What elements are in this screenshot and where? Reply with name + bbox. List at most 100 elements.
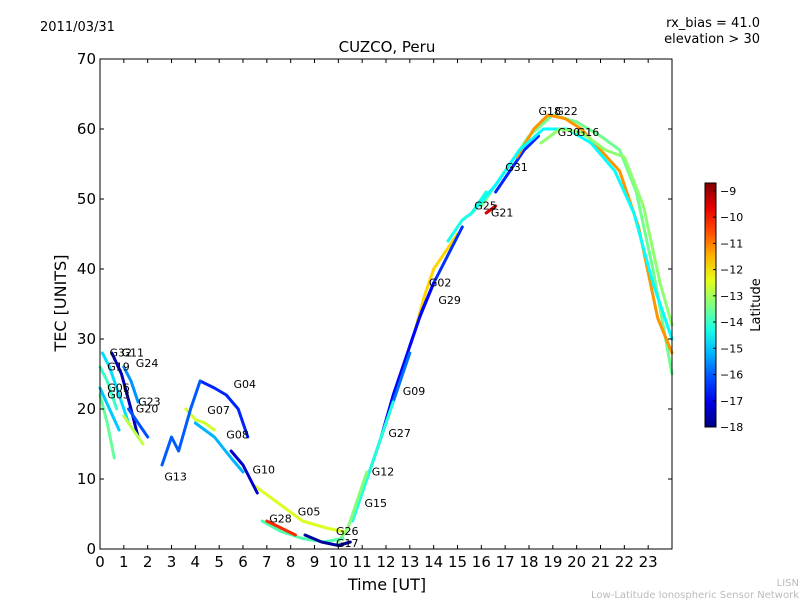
x-tick-label: 6 — [238, 553, 248, 571]
colorbar-tick-label: −13 — [720, 290, 743, 303]
y-tick-label: 40 — [77, 260, 96, 278]
series-line-g13 — [160, 379, 202, 467]
series-label-g08: G08 — [226, 428, 249, 441]
x-tick-label: 4 — [191, 553, 201, 571]
series-label-g12: G12 — [372, 466, 395, 479]
footer-lisn: LISN — [777, 578, 799, 589]
series-line-g04 — [198, 379, 250, 439]
x-tick-label: 2 — [143, 553, 153, 571]
series-label-g23: G23 — [138, 396, 161, 409]
series-label-g28: G28 — [269, 512, 292, 525]
y-tick-label: 60 — [77, 120, 96, 138]
series-label-g10: G10 — [253, 463, 276, 476]
series-line-g28 — [265, 519, 297, 537]
series-label-g19: G19 — [107, 361, 130, 374]
colorbar-tick-label: −17 — [720, 395, 743, 408]
x-tick-label: 0 — [95, 553, 105, 571]
x-tick-label: 15 — [448, 553, 467, 571]
x-tick-label: 20 — [567, 553, 586, 571]
series-label-g16: G16 — [577, 126, 600, 139]
x-tick-label: 5 — [214, 553, 224, 571]
x-tick-label: 11 — [353, 553, 372, 571]
series-line-g10 — [229, 449, 259, 495]
x-tick-label: 21 — [591, 553, 610, 571]
series-line-g32 — [100, 351, 131, 425]
series-line-g19 — [98, 365, 119, 411]
y-tick-label: 0 — [86, 540, 96, 558]
y-tick-label: 30 — [77, 330, 96, 348]
chart-title: CUZCO, Peru — [339, 38, 436, 56]
series-label-g13: G13 — [164, 470, 187, 483]
colorbar-gradient — [704, 182, 717, 428]
series-label-g20: G20 — [136, 403, 159, 416]
colorbar: −9 −10 −11 −12 −13 −14 −15 −16 −17 −18 — [704, 182, 743, 434]
series-label-g15: G15 — [365, 497, 388, 510]
chart-date: 2011/03/31 — [40, 20, 115, 35]
x-tick-label: 8 — [286, 553, 296, 571]
x-tick-label: 10 — [329, 553, 348, 571]
series-label-g21: G21 — [491, 207, 514, 220]
x-tick-label: 18 — [519, 553, 538, 571]
chart-rx-bias: rx_bias = 41.0 — [666, 16, 760, 31]
colorbar-tick-label: −14 — [720, 316, 743, 329]
series-label-g02: G02 — [429, 277, 452, 290]
series-label-g04: G04 — [234, 378, 257, 391]
colorbar-tick-label: −12 — [720, 264, 743, 277]
series-label-g26: G26 — [336, 525, 359, 538]
series-line-g11 — [110, 351, 140, 439]
series-label-g03: G03 — [107, 389, 130, 402]
y-tick-label: 70 — [77, 50, 96, 68]
x-axis-label: Time [UT] — [347, 575, 426, 594]
x-tick-label: 7 — [262, 553, 272, 571]
series-line-g17 — [303, 533, 352, 547]
series-line-g20 — [122, 414, 145, 446]
series-label-g05: G05 — [298, 505, 321, 518]
series-line-g05 — [253, 484, 345, 533]
x-tick-label: 23 — [639, 553, 658, 571]
x-tick-label: 16 — [472, 553, 491, 571]
series-line-g16 — [539, 127, 674, 327]
series-line-g15 — [336, 470, 369, 544]
series-label-g32: G32 — [110, 347, 133, 360]
colorbar-tick-label: −10 — [720, 211, 743, 224]
x-tick-label: 22 — [615, 553, 634, 571]
x-tick-label: 13 — [400, 553, 419, 571]
x-tick-label: 14 — [424, 553, 443, 571]
series-label-g06: G06 — [107, 382, 130, 395]
series-label-g07: G07 — [207, 404, 230, 417]
series-line-g26 — [260, 519, 345, 544]
series-line-g02 — [413, 232, 459, 334]
plot-background — [100, 59, 672, 549]
y-tick-label: 20 — [77, 400, 96, 418]
x-tick-label: 3 — [167, 553, 177, 571]
series-line-g12 — [351, 400, 395, 523]
series-label-g09: G09 — [403, 385, 426, 398]
series-line-g30 — [470, 127, 674, 341]
colorbar-label: Latitude — [749, 278, 764, 332]
series-line-g06 — [98, 386, 121, 432]
series-label-g24: G24 — [136, 357, 159, 370]
y-tick-label: 10 — [77, 470, 96, 488]
footer-network: Low-Latitude Ionospheric Sensor Network — [591, 590, 799, 600]
colorbar-tick-label: −15 — [720, 342, 743, 355]
colorbar-tick-label: −9 — [720, 185, 736, 198]
chart-elevation: elevation > 30 — [664, 32, 760, 47]
x-tick-label: 19 — [543, 553, 562, 571]
series-line-g24 — [122, 365, 140, 404]
series-label-g30: G30 — [558, 126, 581, 139]
series-label-g22: G22 — [555, 105, 578, 118]
series-line-g08 — [193, 421, 245, 474]
x-tick-label: 9 — [310, 553, 320, 571]
y-axis-label: TEC [UNITS] — [51, 255, 70, 353]
series-line-g23 — [127, 407, 150, 439]
series-line-g25 — [446, 190, 488, 243]
x-tick-label: 12 — [376, 553, 395, 571]
series-label-g11: G11 — [122, 347, 145, 360]
series-label-g17: G17 — [336, 537, 359, 550]
series-line-g31 — [494, 134, 540, 194]
x-tick-label: 1 — [119, 553, 129, 571]
series-label-g18: G18 — [539, 105, 562, 118]
series-label-g31: G31 — [505, 161, 528, 174]
